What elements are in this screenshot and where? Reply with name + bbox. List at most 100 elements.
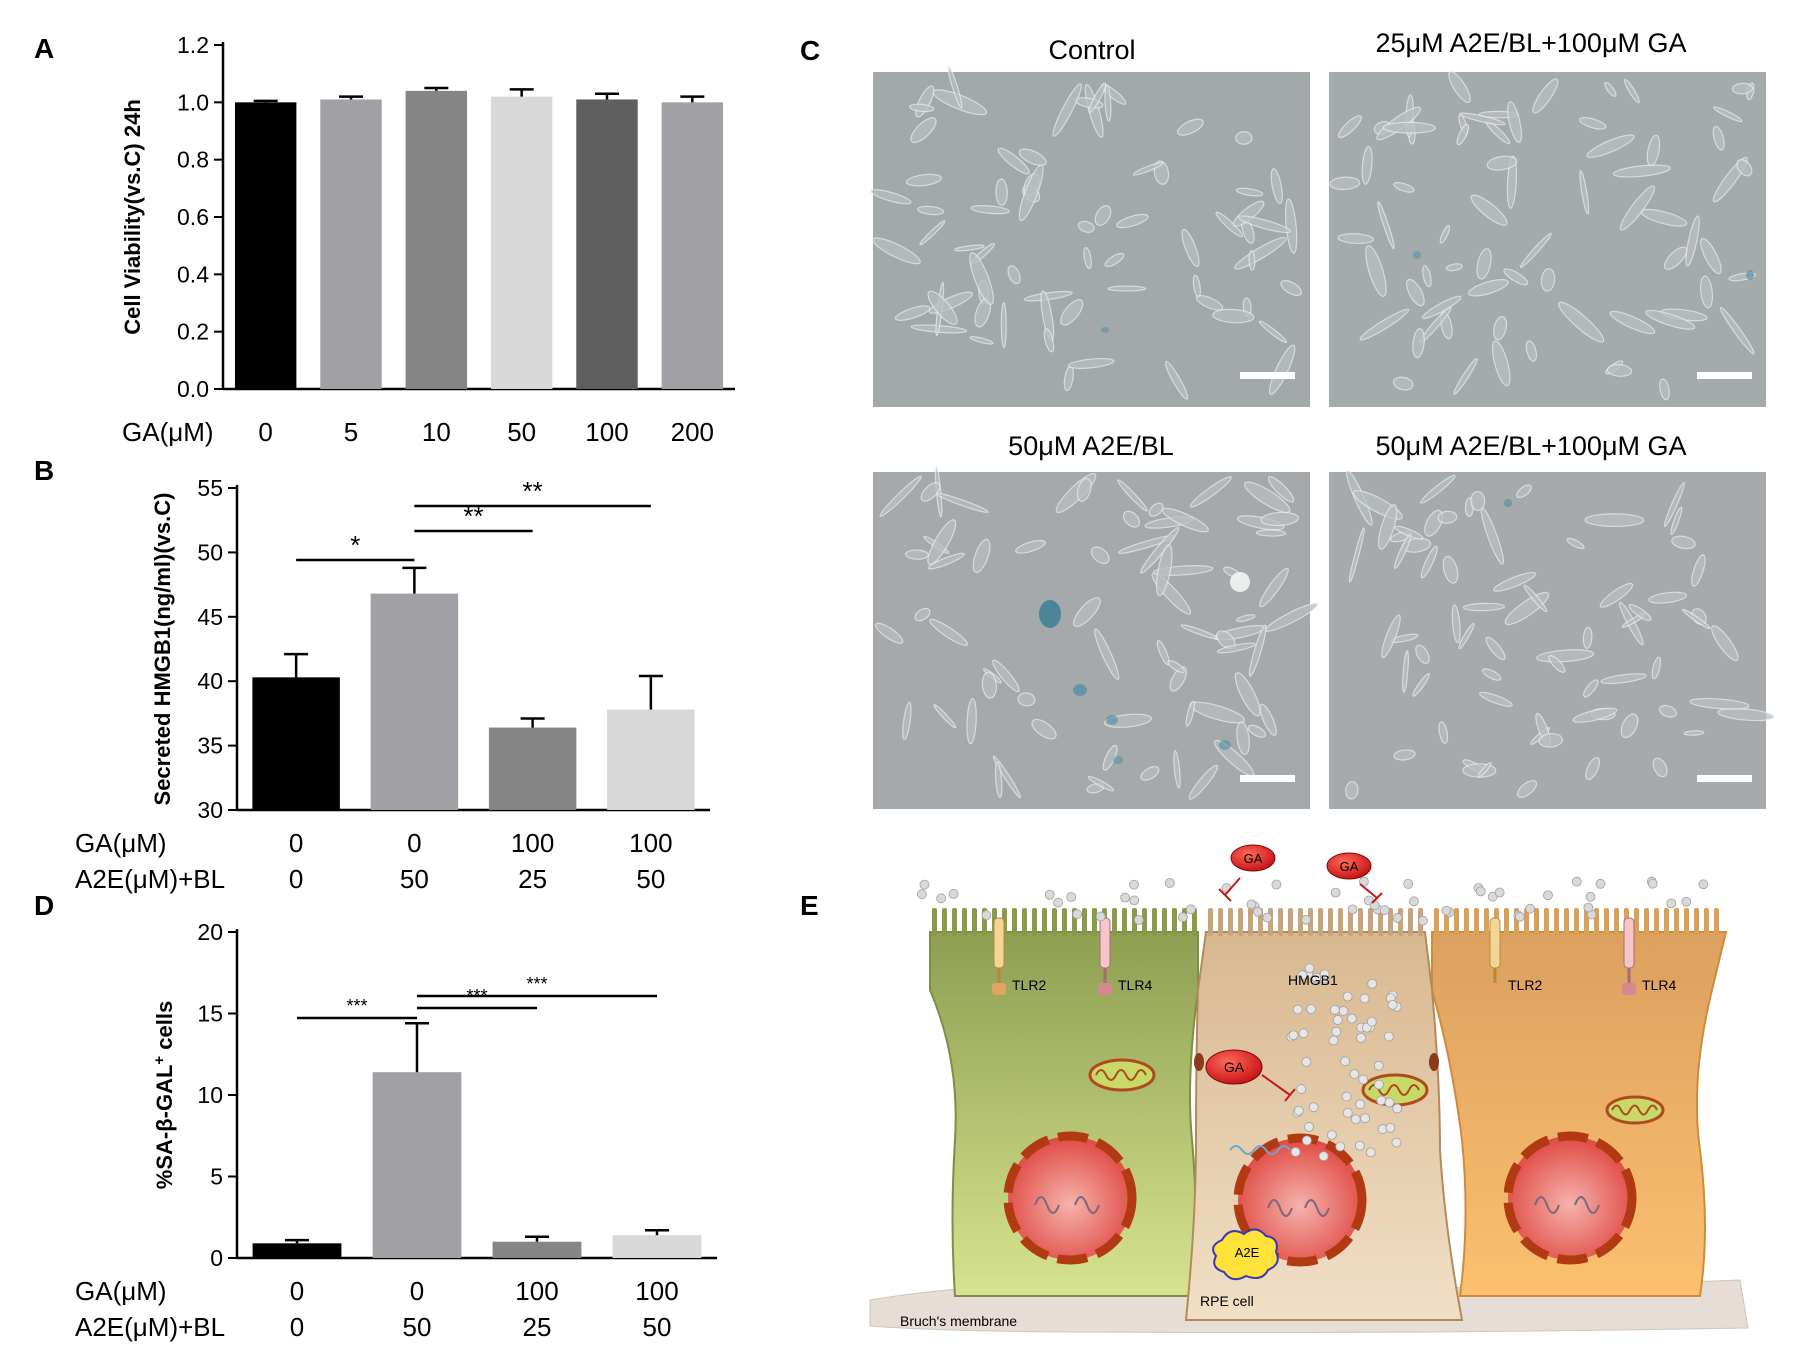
cell-outline	[1456, 123, 1470, 146]
cell-outline	[1652, 757, 1668, 778]
cell-outline	[1538, 733, 1563, 748]
micrograph-blue-stain-spots	[1039, 251, 1754, 764]
cell-outline	[1731, 82, 1754, 95]
cell-outline	[927, 519, 957, 566]
cell-outline	[1359, 308, 1410, 341]
svg-text:GA: GA	[1224, 1059, 1245, 1075]
hmgb1-particle	[1342, 1107, 1353, 1118]
cell-outline	[1470, 490, 1486, 512]
hmgb1-particle	[1349, 1069, 1360, 1079]
microvillus	[1298, 908, 1303, 936]
cell-outline	[1023, 290, 1073, 302]
hmgb1-particle	[1262, 912, 1273, 923]
microvillus	[1122, 908, 1127, 936]
hmgb1-particle	[1293, 1105, 1304, 1116]
microvillus	[1338, 908, 1343, 936]
microvillus	[1544, 908, 1549, 936]
microvillus	[1664, 908, 1669, 936]
hmgb1-particle	[1129, 895, 1140, 906]
hmgb1-particle	[1319, 969, 1330, 980]
cell-outline	[1073, 597, 1101, 627]
panel-c-micrographs: Control 25μM A2E/BL+100μM GA 50μM A2E/BL…	[870, 28, 1775, 809]
microvillus	[1554, 908, 1559, 936]
hmgb1-particle	[981, 910, 992, 921]
cell-outline	[1604, 81, 1617, 97]
cell-outline	[1258, 320, 1288, 344]
y-tick-label: 1.0	[177, 89, 209, 115]
cell-outline	[1255, 529, 1287, 537]
microvillus	[1162, 908, 1167, 936]
microvillus	[1062, 908, 1067, 936]
cell-outline	[1620, 713, 1639, 739]
cell-outline	[992, 659, 1020, 693]
microvillus	[1564, 908, 1569, 936]
cell-outline	[1609, 310, 1656, 335]
hmgb1-label: HMGB1	[1288, 972, 1338, 988]
microvillus	[1714, 908, 1719, 936]
hmgb1-particle	[1306, 1004, 1317, 1015]
cell-outline	[1486, 155, 1518, 171]
microvillus	[1052, 908, 1057, 936]
cell-outline	[1215, 211, 1244, 238]
svg-text:GA: GA	[1244, 851, 1263, 866]
cell-outline	[919, 220, 946, 246]
hmgb1-particle	[1367, 978, 1378, 989]
cell-outline	[1083, 247, 1092, 270]
tight-junction	[1429, 1053, 1439, 1071]
cell-outline	[1540, 268, 1556, 292]
nucleus-right	[1503, 1131, 1637, 1265]
hmgb1-particle	[1120, 892, 1131, 903]
dna-fragment-icon	[1229, 1145, 1291, 1155]
hmgb1-particle	[1358, 1074, 1369, 1085]
microvillus	[1112, 908, 1117, 936]
cell-outline	[1017, 692, 1036, 707]
chart-d-sa-beta-gal: 0 5 10 15 20 %SA-β-GAL+ cells GA(μM) 0 0 100 100 A2…	[75, 919, 717, 1342]
bar	[576, 99, 638, 389]
cell-outline	[1161, 507, 1209, 533]
condition-row-label: GA(μM)	[75, 828, 167, 858]
cell-outline	[1584, 513, 1645, 528]
cell-outline	[1090, 546, 1110, 564]
rpe-cell-label: RPE cell	[1200, 1293, 1254, 1309]
y-tick-label: 0.2	[177, 319, 209, 345]
cell-outline	[1402, 650, 1409, 693]
hmgb1-particle	[1271, 879, 1282, 890]
cell-outline	[905, 173, 942, 187]
cell-outline	[1451, 604, 1461, 644]
cell-outline	[1699, 275, 1714, 309]
hmgb1-particle	[1475, 886, 1486, 897]
hmgb1-particle	[1252, 906, 1263, 917]
cell-outline	[1107, 285, 1147, 292]
cell-outline	[1558, 301, 1605, 343]
cell-outline	[1167, 660, 1185, 674]
microvillus	[1328, 908, 1333, 936]
cell-outline	[1519, 232, 1552, 269]
hmgb1-particle	[1525, 903, 1535, 914]
hmgb1-particle	[1298, 1028, 1309, 1039]
cell-outline	[1235, 131, 1253, 145]
cell-outline	[894, 305, 931, 321]
cell-outline	[1467, 278, 1509, 297]
cell-outline	[872, 237, 921, 265]
ga-molecule-icon: GA	[1326, 852, 1383, 904]
panel-letter-a: A	[34, 33, 54, 64]
cell-outline	[933, 704, 957, 729]
cell-outline	[1493, 316, 1508, 341]
hmgb1-particle	[1340, 1056, 1351, 1067]
condition-value: 100	[515, 1276, 558, 1306]
hmgb1-particle	[1392, 1103, 1403, 1114]
condition-value: 25	[518, 864, 547, 894]
cell-outline	[1088, 82, 1107, 113]
microvillus	[1142, 908, 1147, 936]
microvillus	[1378, 908, 1383, 936]
microvillus	[1684, 908, 1689, 936]
hmgb1-particle	[1328, 1035, 1339, 1046]
cell-outline	[1612, 164, 1671, 178]
x-tick-label: 10	[422, 417, 451, 447]
cell-outline	[1532, 78, 1559, 114]
cell-outline	[1248, 249, 1256, 271]
cell-outline	[1459, 112, 1506, 126]
cell-outline	[1248, 624, 1267, 677]
microvillus	[1348, 908, 1353, 936]
